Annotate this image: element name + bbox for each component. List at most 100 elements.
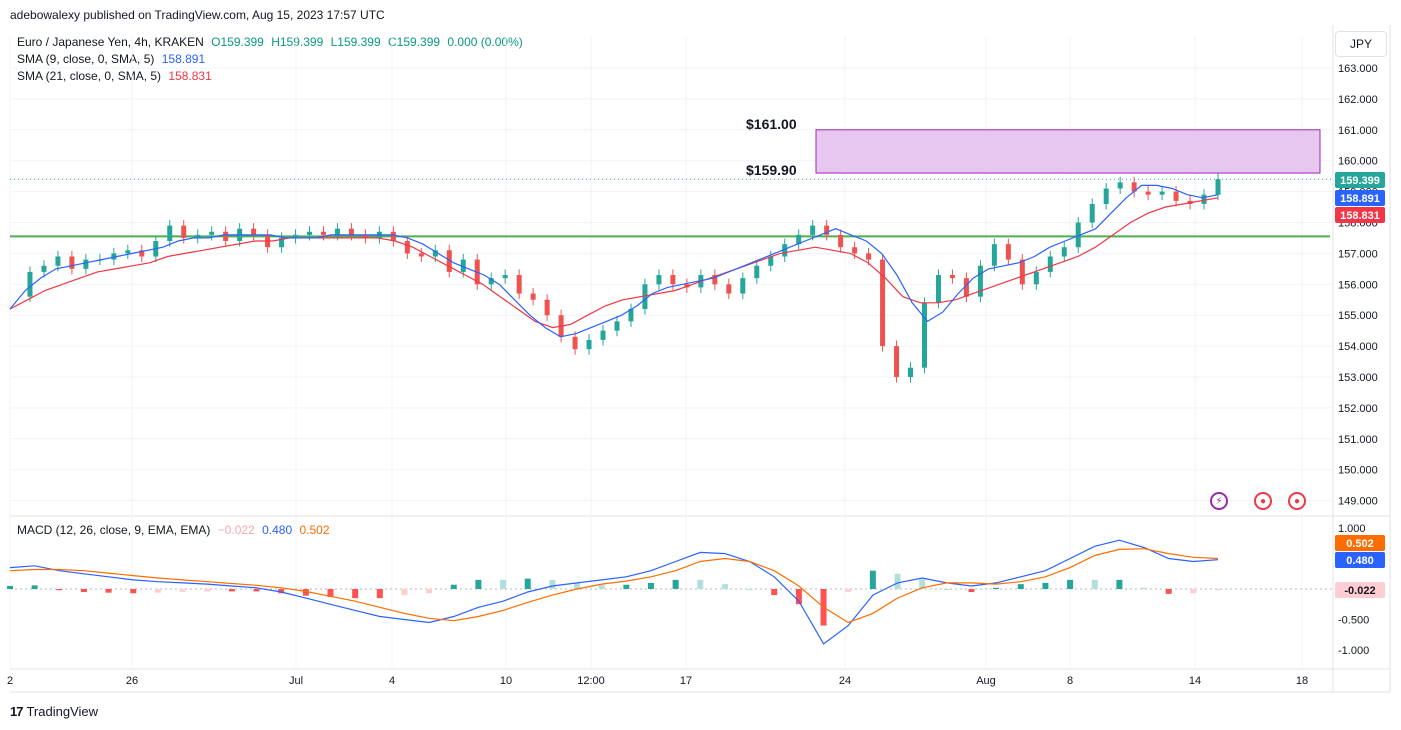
- candle-body: [880, 259, 886, 347]
- candle-body: [125, 250, 131, 254]
- resistance-zone: [815, 129, 1321, 174]
- sma21-line: [9, 197, 1219, 329]
- candle-body: [1005, 244, 1011, 260]
- macd-histogram-bar: [869, 570, 876, 589]
- candle-body: [530, 293, 536, 300]
- macd-histogram-bar: [7, 585, 13, 589]
- price-tick-label: 149.000: [1338, 496, 1378, 508]
- record-icon-alt[interactable]: ●: [1288, 492, 1306, 510]
- level-label: $159.90: [746, 162, 797, 178]
- macd-histogram-bar: [1190, 589, 1197, 594]
- candle-body: [754, 265, 760, 279]
- time-tick-label: Aug: [976, 675, 996, 687]
- candle-body: [1047, 256, 1053, 272]
- macd-histogram-bar: [598, 584, 605, 589]
- macd-histogram-bar: [1165, 589, 1172, 594]
- high-value: H159.399: [271, 35, 324, 49]
- macd-histogram-bar: [845, 589, 852, 593]
- sma21-value: 158.831: [168, 69, 212, 83]
- macd-histogram-bar: [771, 589, 778, 596]
- candle-body: [195, 234, 201, 238]
- candle-body: [740, 278, 746, 294]
- macd-histogram-bar: [1116, 579, 1123, 589]
- candle-body: [866, 253, 872, 260]
- candle-body: [502, 275, 508, 279]
- candle-body: [181, 225, 187, 238]
- footer-logo[interactable]: 17 TradingView: [10, 704, 98, 719]
- candle-body: [1033, 271, 1039, 285]
- candle-body: [41, 265, 47, 272]
- candle-body: [1201, 194, 1207, 204]
- macd-histogram-bar: [1067, 579, 1074, 589]
- macd-histogram-bar: [672, 579, 679, 589]
- macd-histogram-bar: [475, 579, 482, 589]
- candle-body: [1173, 191, 1179, 201]
- candle-body: [348, 228, 354, 235]
- price-label-badge: [1335, 172, 1385, 188]
- candle-body: [768, 256, 774, 266]
- candle-body: [111, 253, 117, 260]
- record-icon[interactable]: ●: [1254, 492, 1272, 510]
- candle-body: [362, 234, 368, 238]
- macd-histogram-bar: [894, 573, 901, 589]
- macd-histogram-bar: [253, 589, 260, 592]
- macd-histogram-bar: [919, 579, 926, 589]
- time-tick-label: 10: [500, 675, 512, 687]
- price-tick-label: 155.000: [1338, 310, 1378, 322]
- time-tick-label: 24: [839, 675, 851, 687]
- time-tick-label: 8: [1067, 675, 1073, 687]
- symbol-legend: Euro / Japanese Yen, 4h, KRAKEN O159.399…: [17, 35, 527, 49]
- candle-body: [488, 278, 494, 285]
- candle-body: [293, 234, 299, 238]
- macd-histogram-bar: [56, 589, 63, 591]
- price-tick-label: 163.000: [1338, 63, 1378, 75]
- price-tick-label: 160.000: [1338, 156, 1378, 168]
- macd-label-text: 0.480: [1346, 555, 1374, 567]
- macd-histogram-bar: [352, 589, 359, 599]
- macd-histogram-bar: [204, 589, 211, 592]
- candle-body: [1117, 182, 1123, 189]
- sma9-value: 158.891: [161, 52, 206, 66]
- macd-histogram-bar: [80, 589, 87, 593]
- macd-signal-line: [9, 548, 1219, 624]
- price-tick-label: 150.000: [1338, 465, 1378, 477]
- candle-body: [1215, 179, 1221, 195]
- macd-legend[interactable]: MACD (12, 26, close, 9, EMA, EMA) −0.022…: [17, 523, 334, 537]
- candle-body: [852, 247, 858, 254]
- candle-body: [446, 250, 452, 272]
- macd-histogram-bar: [524, 578, 531, 589]
- price-tick-label: 162.000: [1338, 94, 1378, 106]
- candle-body: [69, 256, 75, 269]
- macd-histogram-bar: [697, 579, 704, 589]
- candle-body: [432, 250, 438, 257]
- time-tick-label: 2: [7, 675, 13, 687]
- macd-histogram-bar: [130, 589, 137, 594]
- sma21-legend[interactable]: SMA (21, close, 0, SMA, 5) 158.831: [17, 69, 216, 83]
- sma9-legend[interactable]: SMA (9, close, 0, SMA, 5) 158.891: [17, 52, 209, 66]
- macd-tick-label: -0.500: [1338, 615, 1369, 627]
- macd-histogram-bar: [1017, 584, 1024, 589]
- macd-tick-label: 1.000: [1338, 523, 1366, 535]
- price-tick-label: 154.000: [1338, 341, 1378, 353]
- currency-button[interactable]: JPY: [1335, 31, 1387, 57]
- sma9-label: SMA (9, close, 0, SMA, 5): [17, 52, 155, 66]
- macd-histogram-bar: [1091, 579, 1098, 589]
- candle-body: [209, 231, 215, 235]
- candle-body: [782, 244, 788, 257]
- macd-histogram-bar: [623, 584, 630, 589]
- macd-label: MACD (12, 26, close, 9, EMA, EMA): [17, 523, 211, 537]
- macd-histogram-bar: [302, 589, 309, 596]
- symbol-name: Euro / Japanese Yen, 4h, KRAKEN: [17, 35, 204, 49]
- macd-histogram-bar: [647, 582, 654, 589]
- price-label-text: 158.831: [1340, 210, 1380, 222]
- macd-histogram-bar: [179, 589, 186, 593]
- macd-histogram-bar: [228, 589, 235, 592]
- macd-histogram-bar: [105, 589, 112, 593]
- lightning-icon[interactable]: ⚡: [1210, 492, 1228, 510]
- sma9-line: [9, 184, 1219, 338]
- candle-body: [642, 284, 648, 310]
- candle-body: [670, 275, 676, 285]
- macd-histogram-bar: [721, 584, 728, 589]
- candle-body: [824, 225, 830, 235]
